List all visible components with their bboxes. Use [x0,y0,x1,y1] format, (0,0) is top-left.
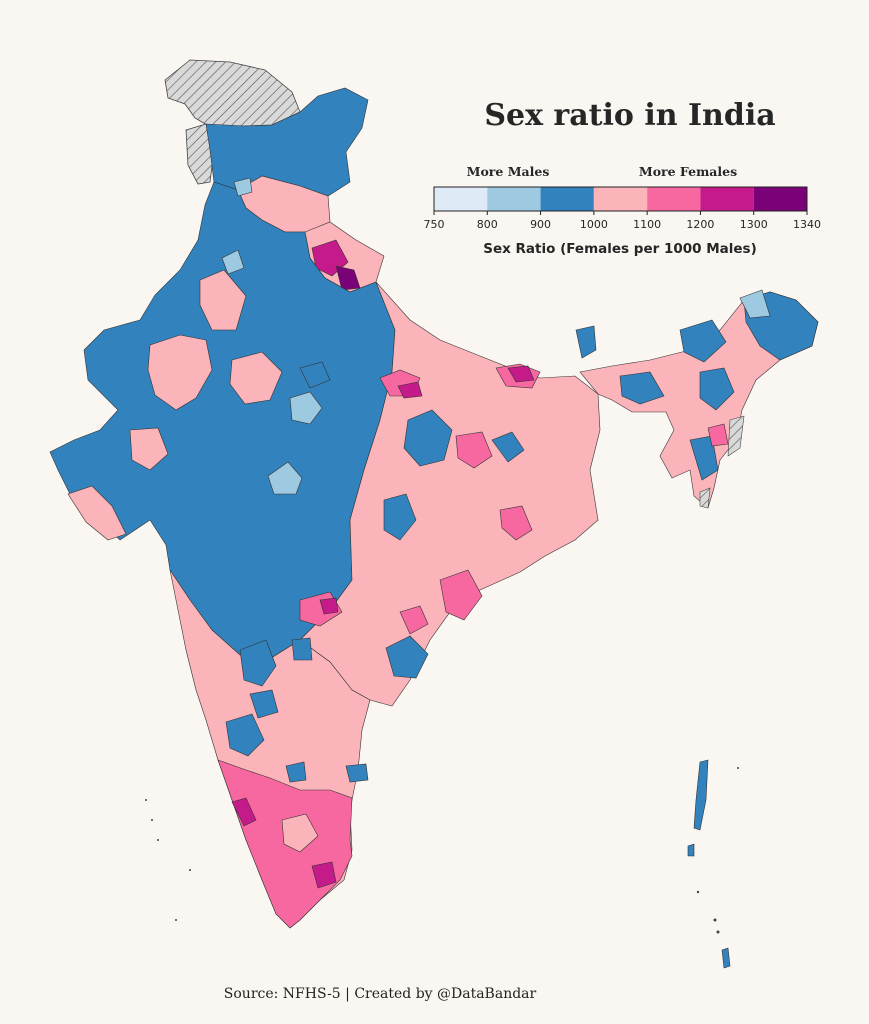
region-south-blue-1 [239,639,277,687]
region-south-magenta-1 [231,797,257,827]
region-east-hotpink-3 [455,431,493,469]
region-east-blue-5 [299,361,331,389]
region-east-hotpink-6 [399,605,429,635]
region-east-blue-3 [383,493,417,541]
region-northeast-hotpink [707,423,729,447]
region-northeast-blue-5 [689,435,719,481]
region-northeast-lightblue [739,289,771,319]
region-south-magenta-2 [311,861,337,889]
legend-tick-label: 1000 [580,218,608,231]
legend-label-more-males: More Males [466,164,550,179]
region-east-magenta-1 [397,381,423,399]
legend-tick-label: 900 [530,218,551,231]
legend-tick-label: 1340 [793,218,821,231]
legend-bin-1200-1300 [700,187,754,211]
region-no-data-north [164,59,301,129]
region-south-pink-patch [281,813,319,853]
legend-tick-label: 1200 [686,218,714,231]
region-islands-dots [145,767,739,934]
region-northeast-blue-4 [699,367,735,411]
legend-tick-label: 1100 [633,218,661,231]
region-east-hotpink-5 [439,569,483,621]
region-lightblue-1 [289,391,323,425]
region-east-magenta-2 [507,365,535,383]
region-south-blue-4 [285,761,307,783]
region-northeast-blue-2 [679,319,727,363]
region-gujarat-pink-2 [129,427,169,471]
region-south-blue-6 [291,637,313,661]
region-south-blue-2 [249,689,279,719]
region-east-blue-2 [491,431,525,463]
region-northeast-no-data [727,415,745,457]
region-andaman [693,759,709,831]
region-lightblue-2 [267,461,303,495]
region-rajasthan-pink [147,334,213,411]
legend-bin-750-800 [434,187,488,211]
region-east-hotpink-4 [499,505,533,541]
legend-bin-900-1000 [540,187,594,211]
legend-bin-1000-1100 [593,187,648,211]
region-rajasthan-pink-2 [199,269,247,331]
region-northeast-blue-3 [619,371,665,405]
region-central-magenta [319,597,339,615]
region-south-blue-5 [345,763,369,783]
legend-bin-1100-1200 [647,187,701,211]
legend-label-more-females: More Females [638,164,738,179]
region-east-blue-4 [385,635,429,679]
legend-tick-label: 800 [477,218,498,231]
region-andaman-2 [687,843,695,857]
region-lightblue-3 [221,249,245,275]
legend-colorbar: 750 800 900 1000 1100 1200 1300 1340 [424,186,821,231]
map-title: Sex ratio in India [484,98,776,133]
legend-bin-800-900 [487,187,541,211]
region-east-blue-1 [403,409,453,467]
region-lightblue-4 [233,177,253,197]
region-nicobar [721,947,731,969]
legend-bin-1300-1340 [753,187,807,211]
region-south-blue-3 [225,713,265,757]
region-mp-pink [229,351,283,405]
region-northeast-no-data-2 [699,487,711,509]
source-credit: Source: NFHS-5 | Created by @DataBandar [223,986,537,1002]
legend-tick-label: 750 [424,218,445,231]
legend-frame [433,186,808,212]
region-gujarat-pink [67,485,127,541]
legend-tick-label: 1300 [740,218,768,231]
legend-axis-title: Sex Ratio (Females per 1000 Males) [483,241,757,257]
region-sikkim [575,325,597,359]
